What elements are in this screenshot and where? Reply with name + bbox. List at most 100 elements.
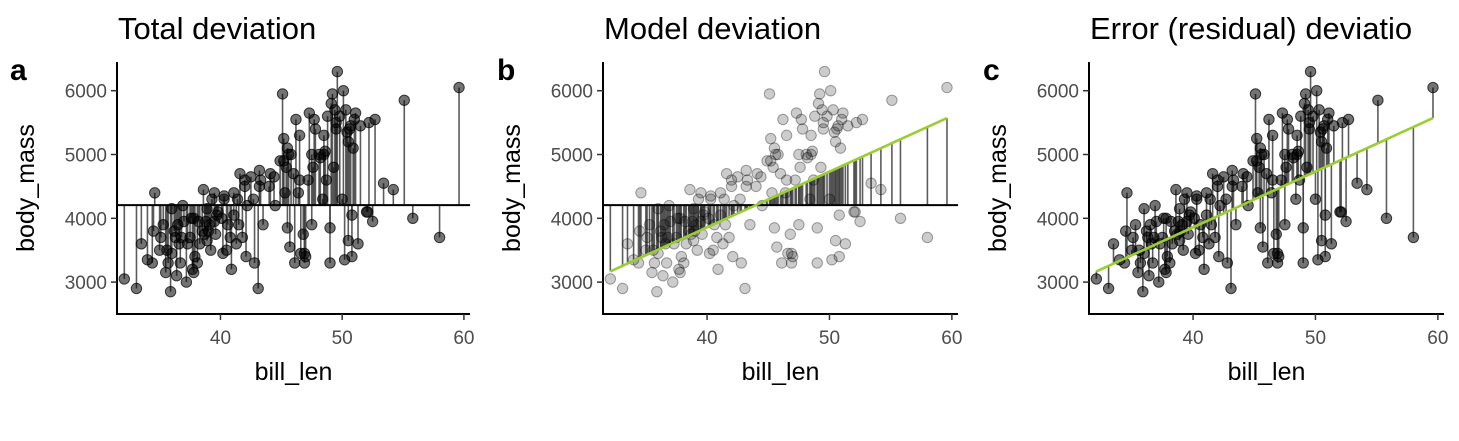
- data-point: [346, 250, 358, 263]
- data-point: [1361, 183, 1373, 196]
- data-point: [209, 228, 222, 240]
- data-point: [1279, 148, 1291, 161]
- data-point: [727, 250, 739, 263]
- data-point: [635, 187, 647, 199]
- data-point: [848, 206, 860, 218]
- data-point: [776, 257, 788, 269]
- data-point: [157, 218, 169, 231]
- data-point: [342, 136, 354, 148]
- data-point: [849, 206, 861, 218]
- data-point: [1181, 187, 1193, 199]
- data-point: [751, 167, 763, 180]
- data-point: [833, 250, 845, 263]
- data-point: [652, 203, 664, 215]
- data-point: [815, 161, 827, 173]
- y-tick-label: 5000: [1037, 146, 1079, 167]
- data-point: [921, 231, 934, 244]
- data-point: [646, 266, 658, 279]
- data-point: [886, 94, 898, 106]
- data-point: [801, 151, 814, 164]
- data-point: [1226, 164, 1238, 177]
- data-point: [293, 174, 306, 186]
- data-point: [1134, 257, 1147, 269]
- data-point: [253, 180, 266, 193]
- data-point: [793, 148, 805, 161]
- y-tick-label: 3000: [1037, 273, 1079, 294]
- data-point: [164, 285, 177, 298]
- data-point: [654, 225, 667, 237]
- data-point: [660, 257, 673, 269]
- data-point: [278, 132, 290, 145]
- data-point: [309, 123, 322, 135]
- data-point: [118, 273, 131, 285]
- data-point: [641, 231, 653, 244]
- data-point: [828, 126, 841, 138]
- data-point: [662, 231, 674, 244]
- data-point: [1257, 241, 1269, 253]
- data-point: [837, 107, 849, 119]
- y-tick-label: 5000: [65, 146, 107, 167]
- x-tick-label: 60: [941, 328, 962, 349]
- data-point: [218, 193, 230, 205]
- x-tick-label: 40: [696, 328, 717, 349]
- data-point: [1263, 113, 1275, 126]
- y-tick-label: 6000: [551, 82, 593, 103]
- x-tick-label: 50: [332, 328, 353, 349]
- data-point: [346, 209, 358, 221]
- data-point: [146, 257, 159, 269]
- data-point: [827, 104, 839, 116]
- panel-title: Model deviation: [604, 11, 821, 46]
- data-point: [433, 231, 446, 244]
- data-point: [817, 116, 830, 129]
- data-point: [180, 276, 193, 288]
- y-tick-label: 3000: [551, 273, 593, 294]
- data-point: [833, 209, 845, 221]
- data-point: [674, 266, 686, 279]
- data-point: [1173, 203, 1186, 215]
- data-point: [686, 215, 699, 228]
- x-tick-label: 40: [1182, 328, 1203, 349]
- panel-title: Error (residual) deviatio: [1090, 11, 1412, 46]
- data-point: [794, 161, 806, 173]
- data-point: [324, 257, 336, 269]
- data-point: [319, 145, 331, 158]
- data-point: [317, 193, 329, 205]
- data-point: [1102, 282, 1115, 295]
- data-point: [377, 177, 390, 189]
- data-point: [816, 104, 828, 116]
- data-point: [279, 187, 291, 199]
- data-point: [252, 282, 264, 295]
- data-point: [1335, 206, 1347, 218]
- data-point: [366, 215, 379, 228]
- y-tick-label: 4000: [1037, 209, 1079, 230]
- data-point: [793, 218, 805, 231]
- data-point: [407, 212, 419, 225]
- data-point: [768, 142, 781, 154]
- data-point: [690, 218, 702, 231]
- data-point: [1372, 94, 1384, 106]
- data-point: [1138, 203, 1150, 215]
- data-point: [712, 263, 724, 276]
- data-point: [836, 113, 848, 126]
- data-point: [1149, 199, 1161, 212]
- data-point: [675, 250, 688, 263]
- x-axis-title: bill_len: [742, 358, 820, 386]
- x-tick-label: 60: [1427, 328, 1448, 349]
- data-point: [257, 218, 269, 231]
- data-point: [222, 218, 234, 231]
- panel-tag: a: [10, 54, 27, 87]
- data-point: [765, 155, 777, 167]
- data-point: [648, 257, 661, 269]
- data-point: [281, 142, 294, 154]
- data-point: [162, 257, 174, 269]
- data-point: [812, 97, 825, 110]
- data-point: [1313, 104, 1325, 116]
- regression-line: [1095, 116, 1434, 273]
- data-point: [1254, 222, 1267, 234]
- data-point: [687, 203, 700, 215]
- data-point: [818, 65, 831, 78]
- data-point: [767, 161, 779, 173]
- data-point: [657, 270, 669, 282]
- data-point: [894, 212, 907, 225]
- plot-area: [603, 65, 958, 298]
